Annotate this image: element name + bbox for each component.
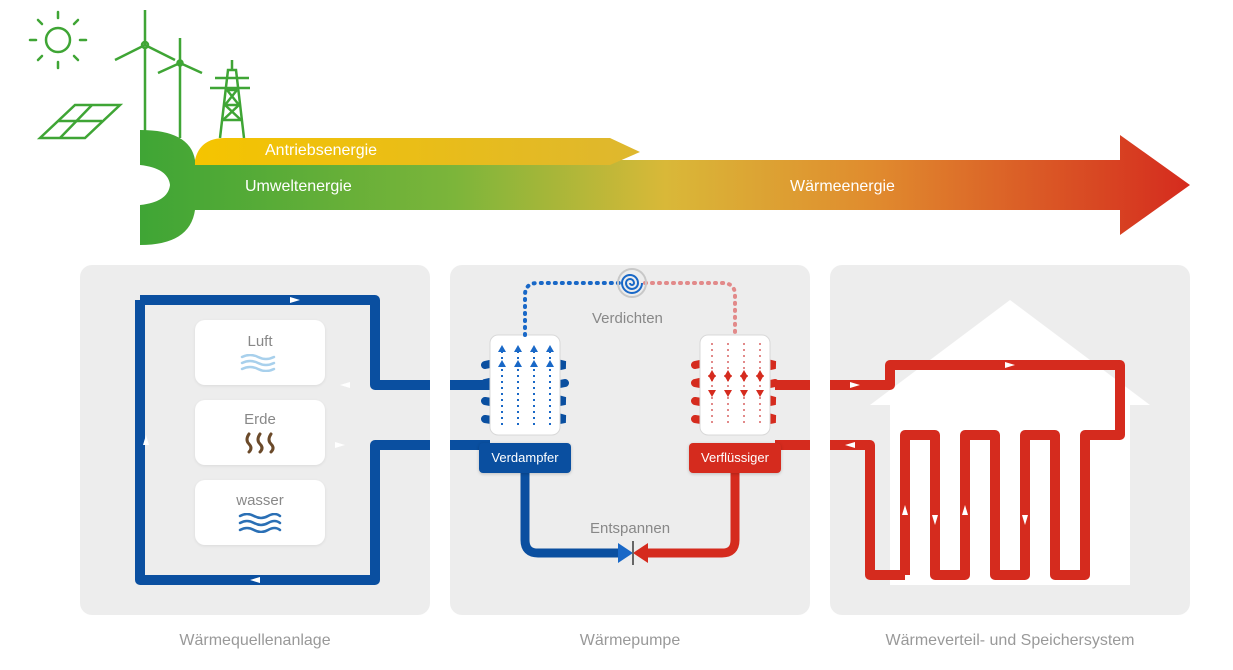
- condenser-label: Verflüssiger: [701, 450, 769, 465]
- earth-icon: [243, 432, 277, 454]
- panel-heat-pump: Verdampfer Verflüssiger Verdichten Entsp…: [450, 265, 810, 615]
- panel-left-label: Wärmequellenanlage: [80, 632, 430, 650]
- system-panels: Luft Erde wasser: [80, 265, 1200, 615]
- panel-distribution: Wärmeverteil- und Speichersystem: [830, 265, 1190, 615]
- evaporator-label: Verdampfer: [491, 450, 558, 465]
- water-icon: [238, 513, 282, 533]
- panel-right-label: Wärmeverteil- und Speichersystem: [830, 632, 1190, 650]
- air-icon: [240, 354, 280, 372]
- source-wasser-label: wasser: [236, 492, 284, 509]
- arrow-right-label: Wärmeenergie: [790, 178, 895, 196]
- evaporator-box: Verdampfer: [479, 443, 571, 473]
- arrow-left-label: Umweltenergie: [245, 178, 352, 196]
- renewable-energy-icons: [20, 10, 250, 140]
- source-erde: Erde: [195, 400, 325, 465]
- arrow-top-label: Antriebsenergie: [265, 142, 377, 160]
- panel-heat-source: Luft Erde wasser: [80, 265, 430, 615]
- source-luft: Luft: [195, 320, 325, 385]
- compress-label: Verdichten: [592, 310, 663, 327]
- source-luft-label: Luft: [247, 333, 272, 350]
- source-wasser: wasser: [195, 480, 325, 545]
- panel-mid-label: Wärmepumpe: [450, 632, 810, 650]
- expand-label: Entspannen: [590, 520, 670, 537]
- source-erde-label: Erde: [244, 411, 276, 428]
- condenser-box: Verflüssiger: [689, 443, 781, 473]
- energy-arrow: Antriebsenergie Umweltenergie Wärmeenerg…: [140, 130, 1190, 240]
